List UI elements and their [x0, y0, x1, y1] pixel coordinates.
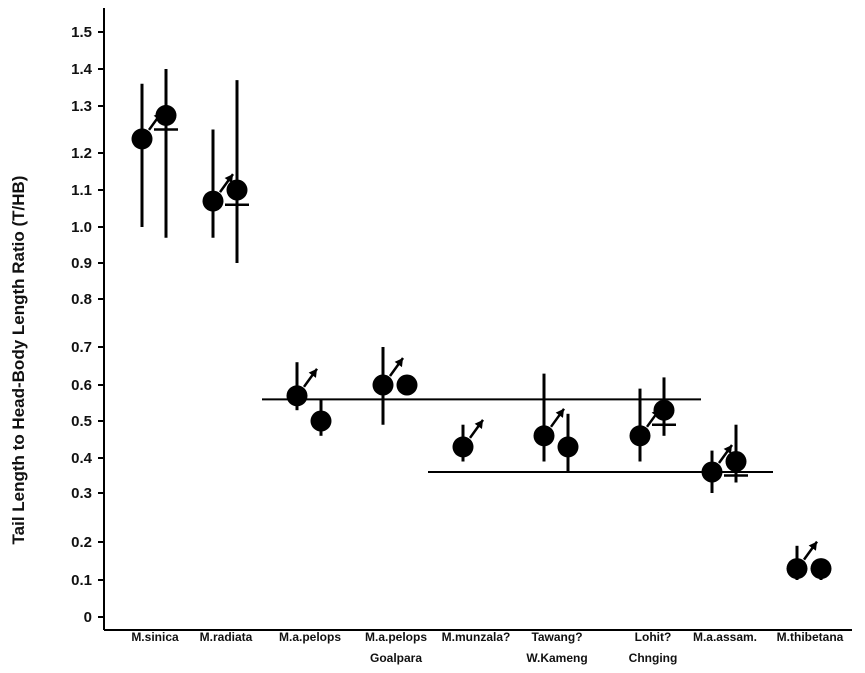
trend-arrow-head	[474, 419, 483, 430]
data-point	[725, 451, 747, 472]
x-category-label: Tawang?	[531, 630, 582, 644]
reference-lines	[262, 398, 773, 473]
trend-arrow	[302, 368, 319, 388]
x-category-label: M.munzala?	[442, 630, 511, 644]
trend-arrow-head	[394, 358, 403, 368]
data-point	[372, 374, 394, 396]
trend-arrow	[468, 419, 485, 439]
trend-arrow	[218, 173, 235, 193]
x-category-sublabel: W.Kameng	[526, 651, 587, 665]
data-point	[533, 425, 555, 447]
data-point	[557, 436, 579, 458]
x-category-sublabel: Chnging	[629, 651, 678, 665]
y-tick-label: 0.9	[71, 255, 92, 272]
trend-arrow-head	[224, 174, 233, 184]
data-point	[202, 190, 224, 212]
data-point	[131, 128, 153, 150]
x-category-label: M.radiata	[200, 630, 253, 644]
y-tick-label: 1.3	[71, 98, 92, 115]
y-tick-label: 1.0	[71, 219, 92, 236]
data-point	[226, 179, 248, 201]
y-tick-label: 1.5	[71, 24, 92, 41]
y-axis-title: Tail Length to Head-Body Length Ratio (T…	[9, 176, 28, 545]
y-tick-label: 0	[84, 609, 92, 626]
y-tick-label: 0.5	[71, 413, 92, 430]
x-category-label: M.thibetana	[777, 630, 844, 644]
y-tick-label: 0.4	[71, 450, 93, 467]
data-point	[810, 558, 832, 580]
trend-arrow	[388, 357, 405, 377]
y-tick-label: 0.8	[71, 291, 92, 308]
data-point	[396, 374, 418, 396]
data-point	[286, 385, 308, 407]
y-tick-label: 0.7	[71, 339, 92, 356]
x-category-label: M.a.assam.	[693, 630, 757, 644]
y-tick-label: 0.1	[71, 572, 92, 589]
data-point	[653, 399, 675, 421]
y-tick-label: 0.3	[71, 485, 92, 502]
trend-arrow-head	[555, 408, 564, 418]
y-tick-label: 1.2	[71, 145, 92, 162]
trend-arrow	[549, 408, 566, 428]
y-ticks: 0 0.1 0.2 0.3 0.4 0.5 0.6 0.7 0.8 0.9 1.0 1.1 1.2 1.3…	[71, 24, 104, 626]
x-category-label: M.sinica	[131, 630, 179, 644]
trend-arrow-head	[308, 368, 317, 378]
data-point	[155, 104, 177, 126]
trend-arrow-head	[723, 445, 732, 455]
data-point	[310, 410, 332, 432]
trend-arrow	[717, 444, 734, 464]
y-tick-label: 0.2	[71, 534, 92, 551]
x-category-sublabel: Goalpara	[370, 651, 422, 665]
trend-arrow	[802, 540, 819, 561]
trend-arrow-head	[808, 541, 817, 551]
x-category-label: M.a.pelops	[279, 630, 341, 644]
y-tick-label: 1.4	[71, 61, 93, 78]
data-markers	[131, 104, 832, 580]
axes	[103, 8, 852, 631]
data-point	[452, 436, 474, 458]
x-category-label: M.a.pelops	[365, 630, 427, 644]
data-point	[629, 425, 651, 447]
error-bars	[140, 69, 823, 580]
x-category-labels: M.sinica M.radiata M.a.pelops M.a.pelops Goa…	[131, 630, 843, 665]
y-tick-label: 1.1	[71, 182, 92, 199]
data-point	[786, 558, 808, 580]
y-tick-label: 0.6	[71, 377, 92, 394]
x-category-label: Lohit?	[635, 630, 672, 644]
data-point	[701, 461, 723, 483]
